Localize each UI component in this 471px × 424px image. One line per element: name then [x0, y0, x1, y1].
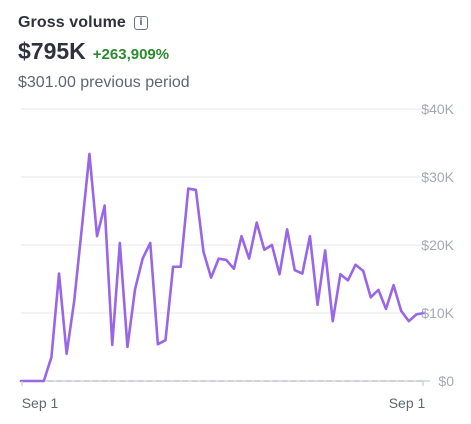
info-icon[interactable]: i — [133, 16, 148, 30]
series-line-current — [19, 152, 426, 383]
change-percent: +263,909% — [92, 46, 170, 63]
widget-title: Gross volume — [18, 14, 126, 31]
x-tick-label: Sep 1 — [389, 395, 426, 411]
x-tick-label: Sep 1 — [22, 395, 59, 411]
y-axis-ticks: $0 $10K $20K $30K $40K — [421, 101, 454, 389]
y-tick-label: $30K — [421, 169, 454, 185]
y-tick-label: $40K — [421, 101, 454, 117]
y-tick-label: $0 — [438, 373, 454, 389]
y-tick-label: $20K — [421, 237, 454, 253]
y-tick-label: $10K — [421, 305, 454, 321]
x-axis-ticks: Sep 1 Sep 1 — [21, 381, 426, 411]
total-value: $795K — [18, 38, 86, 64]
widget-header: Gross volume i $795K +263,909% $301.00 p… — [18, 11, 453, 92]
title-row: Gross volume i — [18, 11, 453, 35]
gridlines — [21, 108, 430, 314]
previous-period: $301.00 previous period — [18, 74, 190, 91]
value-row: $795K +263,909% — [18, 38, 453, 72]
series-lines — [19, 152, 426, 383]
